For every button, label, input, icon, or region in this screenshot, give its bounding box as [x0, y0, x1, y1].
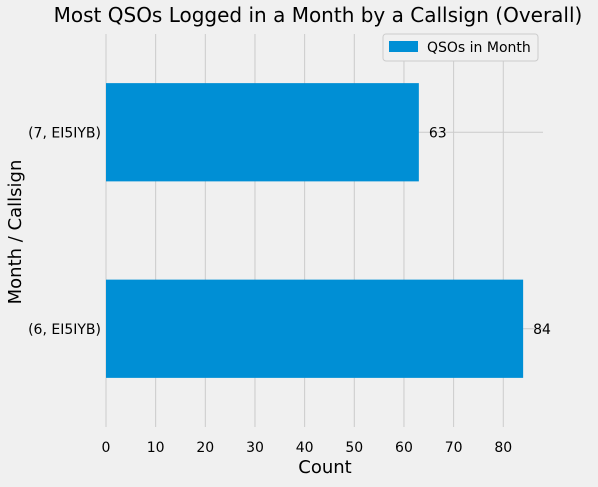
y-axis-ticks: (6, EI5IYB) (7, EI5IYB) [28, 125, 101, 338]
x-tick-label: 30 [246, 440, 264, 456]
x-tick-label: 70 [445, 440, 463, 456]
x-tick-label: 40 [296, 440, 314, 456]
y-tick-label: (7, EI5IYB) [28, 125, 101, 141]
x-axis-ticks: 0 10 20 30 40 50 60 70 80 [102, 440, 513, 456]
x-tick-label: 10 [147, 440, 165, 456]
legend-label: QSOs in Month [427, 40, 531, 56]
x-tick-label: 20 [196, 440, 214, 456]
x-tick-label: 80 [494, 440, 512, 456]
y-axis-label: Month / Callsign [5, 160, 26, 305]
bar [106, 83, 419, 182]
y-tick-label: (6, EI5IYB) [28, 322, 101, 338]
legend: QSOs in Month [382, 33, 539, 62]
data-labels: 84 63 [429, 125, 551, 338]
chart-title: Most QSOs Logged in a Month by a Callsig… [54, 3, 583, 27]
bar-data-label: 84 [533, 322, 551, 338]
x-tick-label: 0 [102, 440, 111, 456]
x-tick-label: 50 [345, 440, 363, 456]
x-tick-label: 60 [395, 440, 413, 456]
bars [106, 83, 524, 378]
x-axis-label: Count [298, 457, 351, 478]
bar-data-label: 63 [429, 125, 447, 141]
bar [106, 279, 524, 378]
legend-swatch [389, 41, 418, 52]
legend-box [382, 33, 539, 62]
